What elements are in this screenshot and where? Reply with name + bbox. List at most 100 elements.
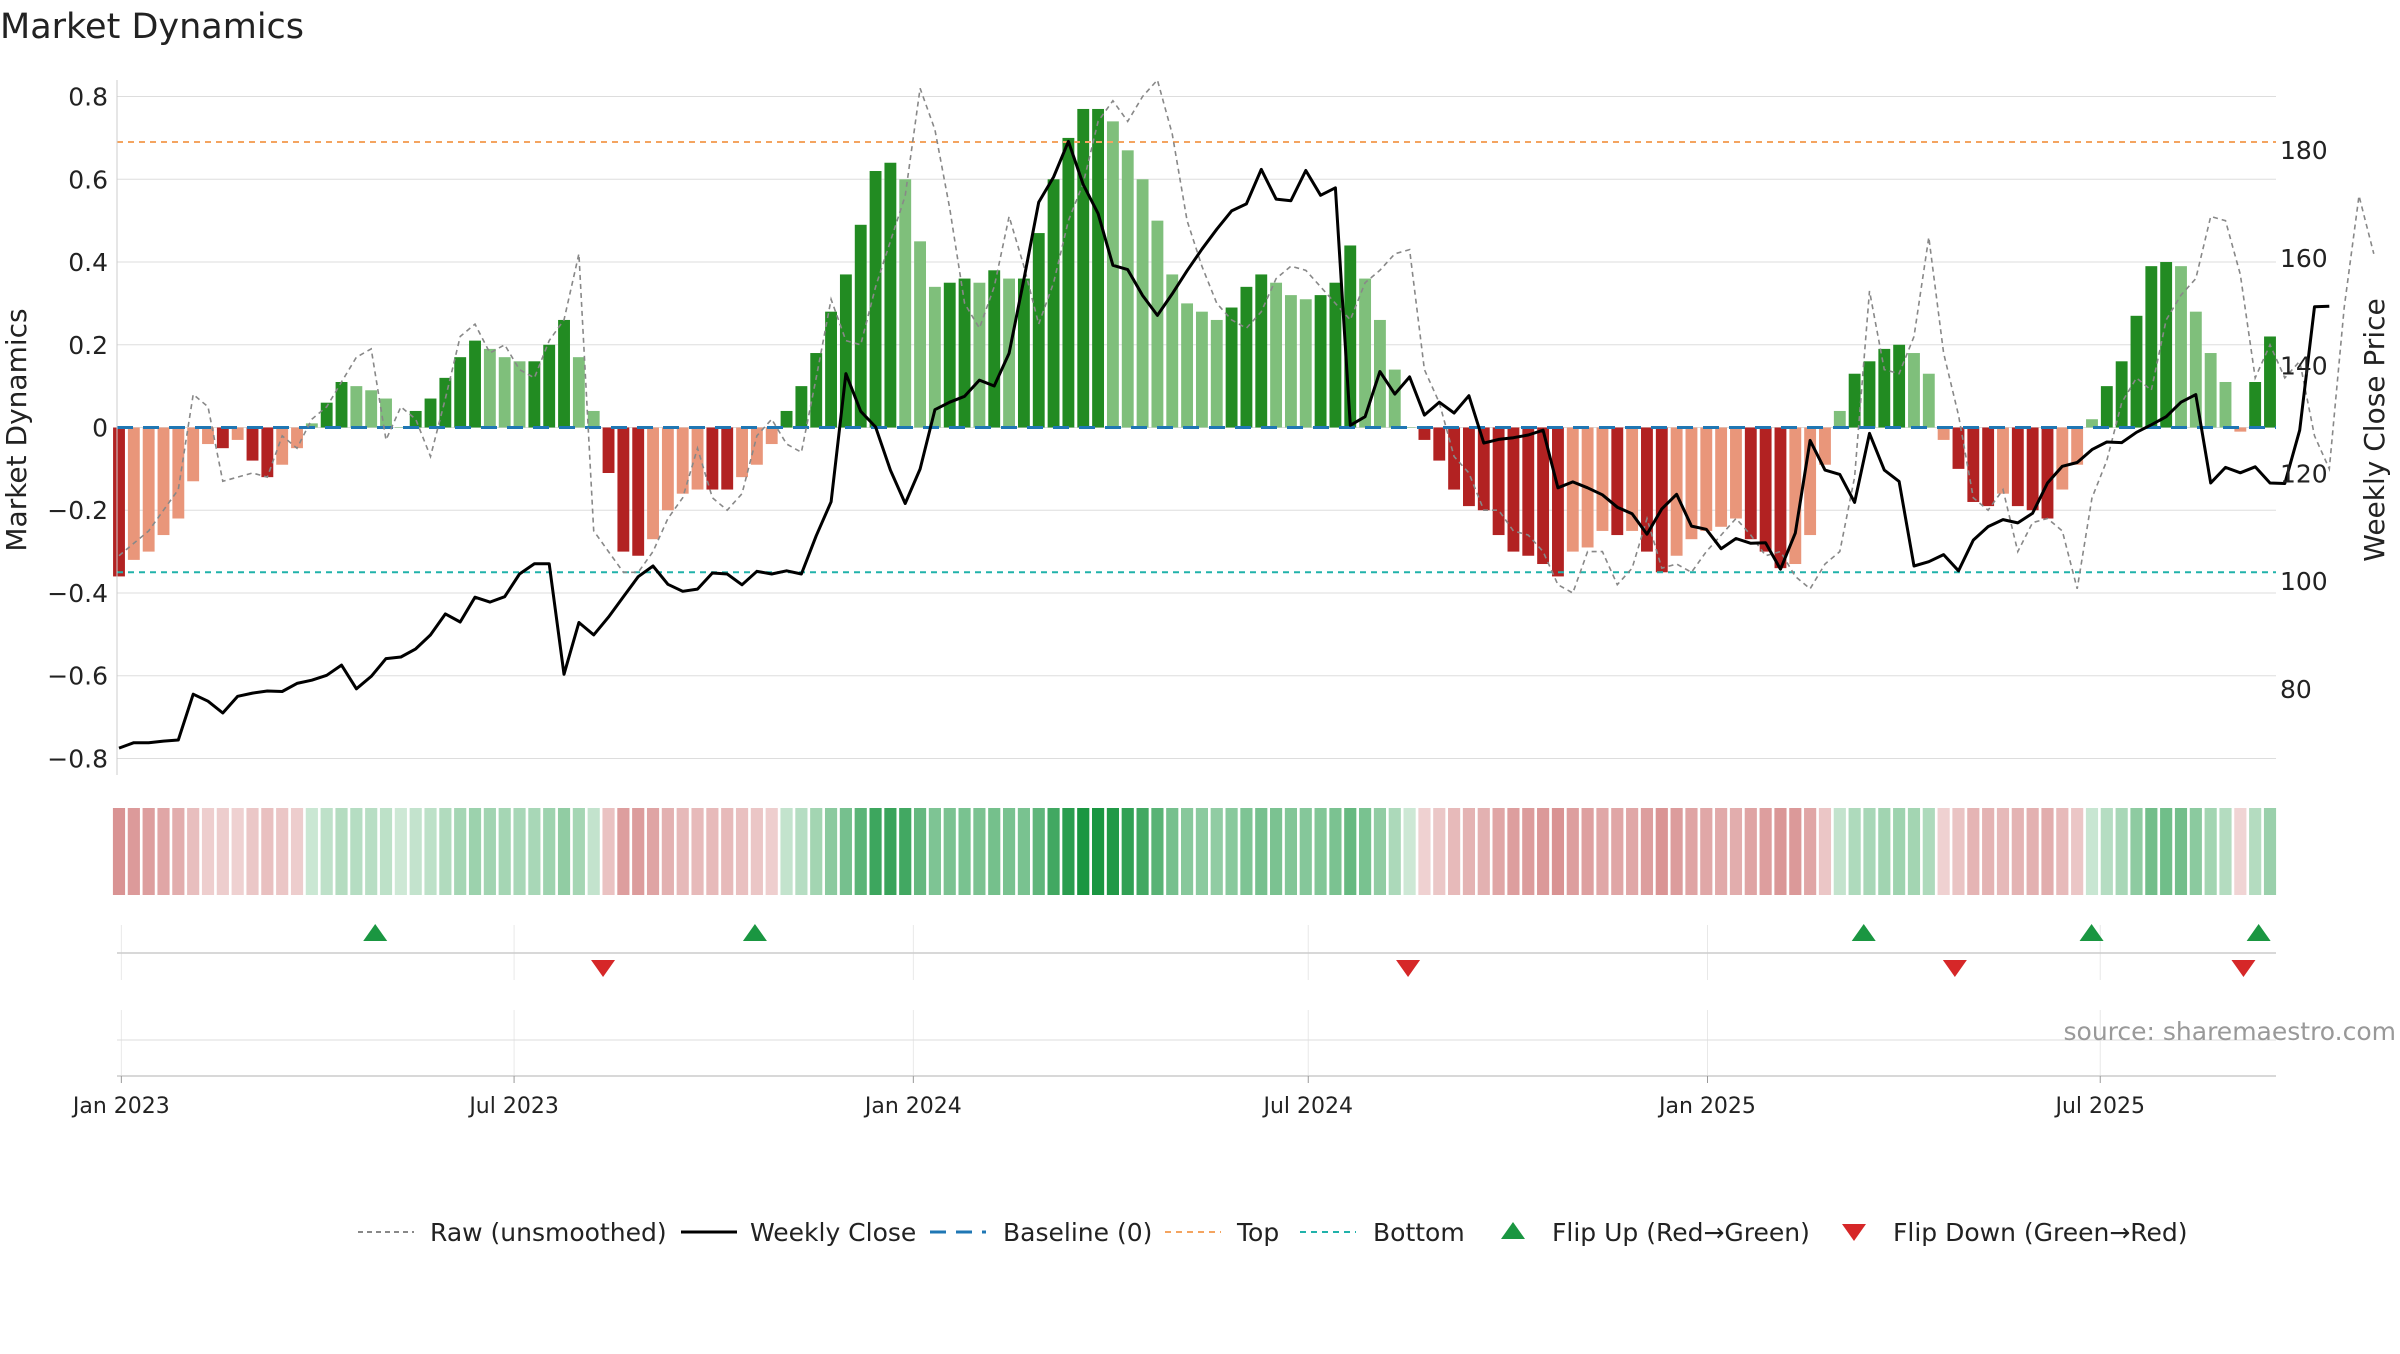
- bar: [1596, 427, 1609, 531]
- strip-cell: [721, 808, 734, 895]
- bar: [647, 427, 659, 540]
- bar: [454, 357, 467, 428]
- strip-cell: [1596, 808, 1609, 895]
- strip-cell: [201, 808, 215, 895]
- strip-cell: [2115, 808, 2128, 895]
- bar: [721, 427, 734, 490]
- bar: [1047, 179, 1060, 428]
- strip-cell: [1002, 808, 1016, 895]
- raw-line: [118, 78, 2375, 595]
- x-tick-label: Jul 2025: [2053, 1094, 2145, 1119]
- strip-cell: [1255, 808, 1268, 895]
- bar: [958, 278, 971, 428]
- bar-series: [113, 108, 2276, 577]
- strip-cell: [1833, 808, 1846, 895]
- bar: [1492, 427, 1505, 536]
- bar: [1848, 373, 1861, 428]
- bar: [2234, 427, 2247, 432]
- bar: [1106, 121, 1119, 428]
- strip-cell: [884, 808, 897, 895]
- bar: [1893, 344, 1906, 428]
- strip-cell: [2130, 808, 2143, 895]
- strip-cell: [1181, 808, 1194, 895]
- strip-cell: [1032, 808, 1045, 895]
- legend-swatch-flip-down: [1842, 1224, 1866, 1241]
- y2-tick-label: 140: [2280, 352, 2328, 381]
- bar: [943, 282, 956, 428]
- bar: [1804, 427, 1817, 536]
- x-tick-label: Jan 2025: [1657, 1094, 1756, 1119]
- bar: [632, 427, 645, 556]
- bar: [899, 179, 912, 428]
- y-tick-label: 0.8: [68, 83, 108, 112]
- bar: [1017, 278, 1030, 428]
- strip-cell: [394, 808, 407, 895]
- bar: [1774, 427, 1787, 569]
- strip-cell: [1017, 808, 1030, 895]
- strip-cell: [839, 808, 852, 895]
- bar: [1952, 427, 1965, 469]
- y-tick-label: 0.6: [68, 165, 108, 194]
- strip-cell: [1670, 808, 1683, 895]
- chart-title: Market Dynamics: [0, 7, 304, 47]
- strip-cell: [869, 808, 882, 895]
- legend-label: Flip Down (Green→Red): [1893, 1218, 2188, 1247]
- strip-cell: [1166, 808, 1179, 895]
- strip-cell: [1314, 808, 1327, 895]
- strip-cell: [498, 808, 511, 895]
- bar: [1670, 427, 1683, 556]
- strip-cell: [1685, 808, 1698, 895]
- bar: [1136, 179, 1149, 428]
- strip-cell: [513, 808, 526, 895]
- bar: [1611, 427, 1624, 536]
- strip-cell: [750, 808, 763, 895]
- y2-tick-label: 80: [2280, 675, 2312, 704]
- bar: [1833, 410, 1846, 428]
- strip-cell: [810, 808, 823, 895]
- strip-cell: [528, 808, 541, 895]
- strip-cell: [617, 808, 630, 895]
- strip-cell: [1729, 808, 1743, 895]
- bar: [409, 410, 422, 428]
- strip-cell: [1759, 808, 1772, 895]
- bar: [1210, 319, 1223, 428]
- strip-cell: [973, 808, 986, 895]
- bar: [1299, 299, 1312, 428]
- strip-cell: [1433, 808, 1446, 895]
- strip-cell: [1062, 808, 1075, 895]
- legend: Raw (unsmoothed) Weekly Close Baseline (0)…: [358, 1218, 2188, 1247]
- bar: [439, 377, 452, 428]
- bar: [2204, 353, 2217, 428]
- bar: [1314, 295, 1327, 428]
- bar: [795, 386, 808, 428]
- strip-cell: [187, 808, 200, 895]
- bar: [2175, 266, 2187, 428]
- bar: [1715, 427, 1728, 527]
- strip-cell: [231, 808, 244, 895]
- flip-up-marker: [363, 924, 388, 941]
- strip-cell: [2263, 808, 2277, 895]
- bar: [2100, 386, 2113, 428]
- bar: [572, 357, 585, 428]
- bar: [1566, 427, 1579, 552]
- y-tick-label: 0: [92, 414, 108, 443]
- strip-cell: [409, 808, 422, 895]
- strip-cell: [1225, 808, 1238, 895]
- strip-cell: [424, 808, 437, 895]
- bar: [2115, 361, 2128, 428]
- strip-cell: [913, 808, 927, 895]
- strip-cell: [2085, 808, 2099, 895]
- strip-cell: [1537, 808, 1550, 895]
- bar: [1270, 282, 1283, 428]
- strip-cell: [1700, 808, 1713, 895]
- strip-cell: [691, 808, 704, 895]
- strip-cell: [157, 808, 170, 895]
- bar: [587, 410, 600, 428]
- strip-cell: [795, 808, 808, 895]
- bar: [988, 270, 1001, 428]
- strip-cell: [1047, 808, 1060, 895]
- bar: [1418, 427, 1431, 440]
- strip-cell: [276, 808, 289, 895]
- bar: [1730, 427, 1742, 519]
